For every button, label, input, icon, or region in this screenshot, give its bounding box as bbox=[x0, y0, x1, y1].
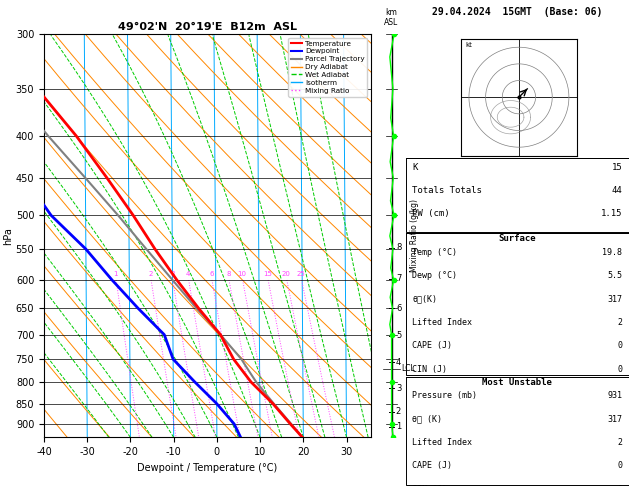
Text: Mixing Ratio (g/kg): Mixing Ratio (g/kg) bbox=[409, 199, 419, 272]
Y-axis label: hPa: hPa bbox=[3, 227, 13, 244]
Text: Lifted Index: Lifted Index bbox=[413, 318, 472, 327]
Text: 3: 3 bbox=[396, 384, 401, 393]
Text: 0: 0 bbox=[617, 461, 622, 470]
Text: CAPE (J): CAPE (J) bbox=[413, 341, 452, 350]
Text: 1: 1 bbox=[113, 271, 118, 277]
Text: 1: 1 bbox=[396, 422, 401, 431]
Text: 4: 4 bbox=[396, 358, 401, 367]
Text: CIN (J): CIN (J) bbox=[413, 485, 447, 486]
Text: Most Unstable: Most Unstable bbox=[482, 378, 552, 387]
Text: 2: 2 bbox=[617, 438, 622, 447]
Text: 0: 0 bbox=[617, 341, 622, 350]
Text: 2: 2 bbox=[148, 271, 153, 277]
Text: Surface: Surface bbox=[499, 234, 536, 243]
Text: 19.8: 19.8 bbox=[603, 248, 622, 257]
Text: CIN (J): CIN (J) bbox=[413, 364, 447, 374]
Text: kt: kt bbox=[465, 42, 472, 48]
Text: θᴄ (K): θᴄ (K) bbox=[413, 415, 442, 424]
Text: CAPE (J): CAPE (J) bbox=[413, 461, 452, 470]
Text: 0: 0 bbox=[617, 485, 622, 486]
Text: 8: 8 bbox=[226, 271, 231, 277]
Text: 0: 0 bbox=[617, 364, 622, 374]
Text: 15: 15 bbox=[263, 271, 272, 277]
Title: 49°02'N  20°19'E  B12m  ASL: 49°02'N 20°19'E B12m ASL bbox=[118, 22, 297, 32]
Legend: Temperature, Dewpoint, Parcel Trajectory, Dry Adiabat, Wet Adiabat, Isotherm, Mi: Temperature, Dewpoint, Parcel Trajectory… bbox=[288, 37, 367, 97]
Text: 317: 317 bbox=[608, 415, 622, 424]
Text: 8: 8 bbox=[396, 243, 401, 252]
Text: 4: 4 bbox=[186, 271, 191, 277]
Text: LCL: LCL bbox=[401, 364, 415, 373]
Text: 7: 7 bbox=[396, 274, 401, 283]
Text: 317: 317 bbox=[608, 295, 622, 304]
Text: 6: 6 bbox=[396, 304, 401, 313]
Text: Pressure (mb): Pressure (mb) bbox=[413, 391, 477, 400]
Text: Temp (°C): Temp (°C) bbox=[413, 248, 457, 257]
Text: 20: 20 bbox=[282, 271, 291, 277]
Text: 5.5: 5.5 bbox=[608, 271, 622, 280]
Text: 29.04.2024  15GMT  (Base: 06): 29.04.2024 15GMT (Base: 06) bbox=[432, 7, 603, 17]
Text: Totals Totals: Totals Totals bbox=[413, 186, 482, 195]
X-axis label: Dewpoint / Temperature (°C): Dewpoint / Temperature (°C) bbox=[138, 463, 277, 473]
Text: 44: 44 bbox=[611, 186, 622, 195]
Text: 6: 6 bbox=[209, 271, 214, 277]
Text: 10: 10 bbox=[238, 271, 247, 277]
Text: 931: 931 bbox=[608, 391, 622, 400]
Text: 1.15: 1.15 bbox=[601, 209, 622, 219]
Text: 5: 5 bbox=[396, 331, 401, 340]
Text: 3: 3 bbox=[170, 271, 174, 277]
Text: km
ASL: km ASL bbox=[384, 7, 399, 27]
Text: 25: 25 bbox=[297, 271, 306, 277]
Text: θᴄ(K): θᴄ(K) bbox=[413, 295, 437, 304]
Text: Dewp (°C): Dewp (°C) bbox=[413, 271, 457, 280]
Text: PW (cm): PW (cm) bbox=[413, 209, 450, 219]
Text: 15: 15 bbox=[611, 163, 622, 172]
Text: 2: 2 bbox=[617, 318, 622, 327]
Text: 2: 2 bbox=[396, 407, 401, 417]
Text: K: K bbox=[413, 163, 418, 172]
Text: Lifted Index: Lifted Index bbox=[413, 438, 472, 447]
